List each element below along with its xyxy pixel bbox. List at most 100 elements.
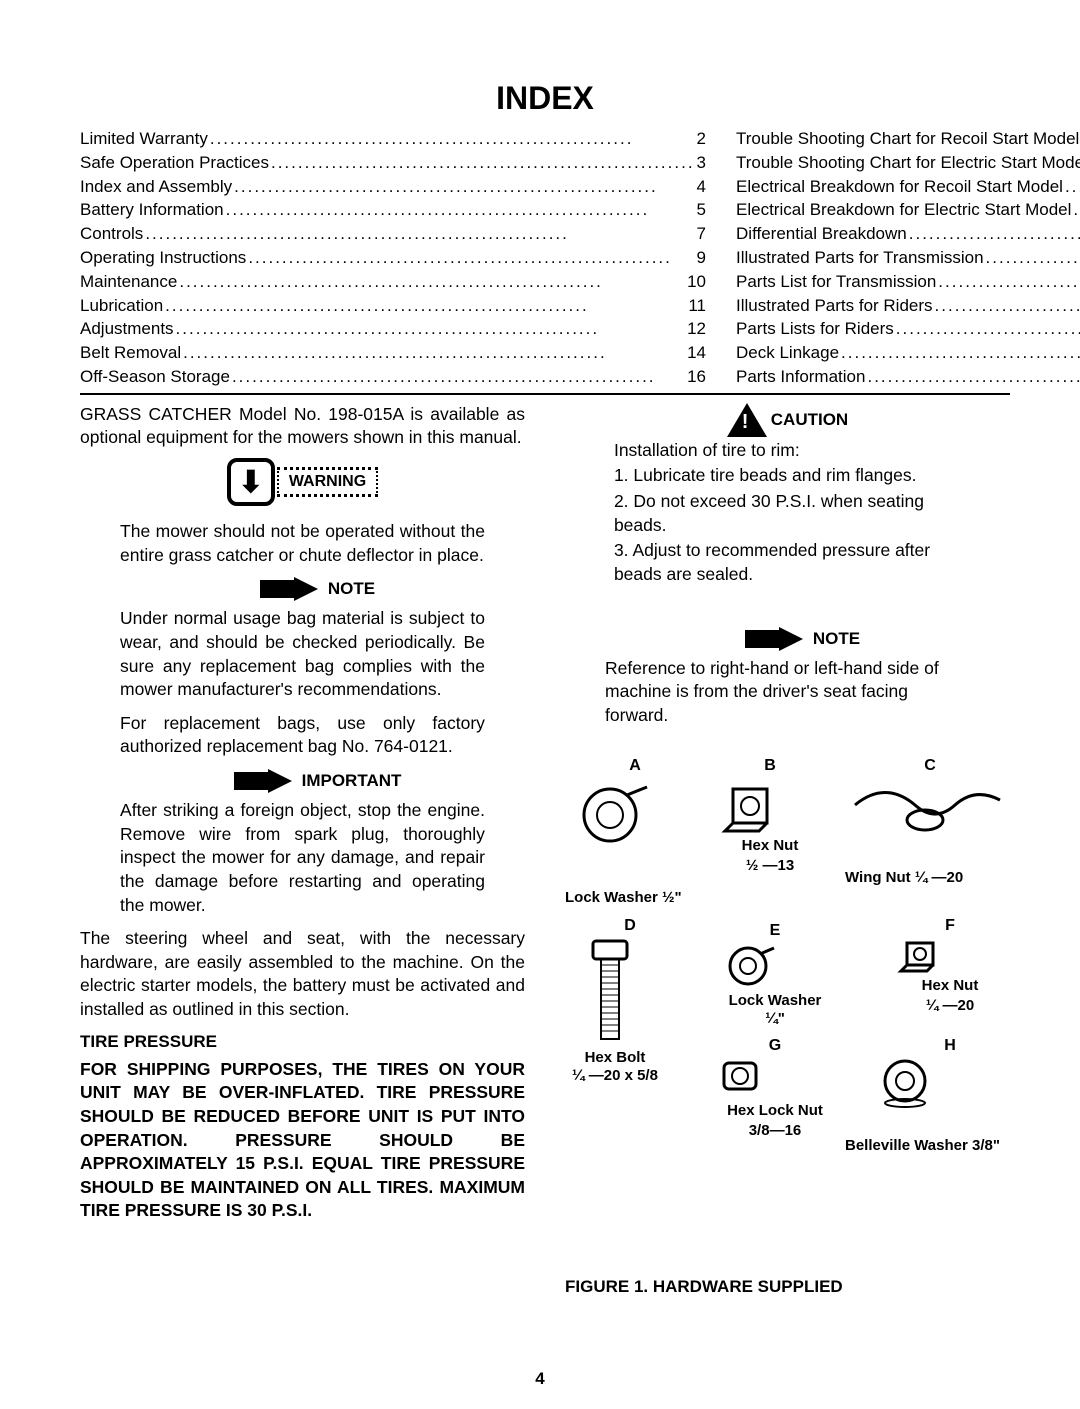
note-text-2: For replacement bags, use only factory a… (120, 712, 485, 759)
index-label: Trouble Shooting Chart for Electric Star… (736, 151, 1080, 175)
important-text: After striking a foreign object, stop th… (120, 799, 485, 917)
index-dots: ........................................… (143, 222, 696, 246)
index-label: Limited Warranty (80, 127, 208, 151)
left-column: GRASS CATCHER Model No. 198-015A is avai… (80, 403, 525, 1298)
important-label: IMPORTANT (302, 771, 402, 791)
index-label: Belt Removal (80, 341, 181, 365)
arrow-icon (294, 577, 318, 601)
hw-e-letter: E (720, 922, 830, 940)
caution-badge: CAUTION (565, 403, 1010, 437)
hw-d-letter: D (585, 917, 675, 935)
caution-intro: Installation of tire to rim: (614, 439, 961, 463)
index-page: 3 (697, 151, 706, 175)
index-label: Deck Linkage (736, 341, 839, 365)
index-row: Operating Instructions .................… (80, 246, 706, 270)
index-row: Adjustments ............................… (80, 317, 706, 341)
index-page: 10 (687, 270, 706, 294)
hw-b-label1: Hex Nut (715, 837, 825, 855)
caution-icon (727, 403, 767, 437)
index-label: Operating Instructions (80, 246, 246, 270)
hw-f-label2: ¼ —20 (895, 997, 1005, 1015)
index-dots: ........................................… (894, 317, 1080, 341)
index-dots: ........................................… (246, 246, 696, 270)
index-row: Index and Assembly .....................… (80, 175, 706, 199)
index-row: Controls ...............................… (80, 222, 706, 246)
index-dots: ........................................… (174, 317, 688, 341)
page-title: INDEX (80, 80, 1010, 117)
index-dots: ........................................… (907, 222, 1080, 246)
index-row: Limited Warranty .......................… (80, 127, 706, 151)
index-row: Maintenance ............................… (80, 270, 706, 294)
hw-a: A (575, 757, 695, 845)
caution-3: 3. Adjust to recommended pressure after … (614, 539, 961, 586)
warning-icon: ⬇ (227, 458, 275, 506)
index-row: Trouble Shooting Chart for Electric Star… (736, 151, 1080, 175)
index-dots: ........................................… (208, 127, 697, 151)
hw-d-label: Hex Bolt ¼ —20 x 5/8 (555, 1049, 675, 1085)
index-page: 7 (697, 222, 706, 246)
hw-f-label1: Hex Nut (895, 977, 1005, 995)
index-dots: ........................................… (933, 294, 1080, 318)
steering-text: The steering wheel and seat, with the ne… (80, 927, 525, 1022)
index-dots: ........................................… (230, 365, 687, 389)
index-label: Adjustments (80, 317, 174, 341)
index-dots: ........................................… (269, 151, 697, 175)
index-row: Lubrication ............................… (80, 294, 706, 318)
index-label: Maintenance (80, 270, 177, 294)
right-column: CAUTION Installation of tire to rim: 1. … (565, 403, 1010, 1298)
index-row: Off-Season Storage .....................… (80, 365, 706, 389)
index-row: Illustrated Parts for Riders ...........… (736, 294, 1080, 318)
index-page: 11 (688, 294, 706, 318)
hw-g-label1: Hex Lock Nut (710, 1102, 840, 1120)
index-dots: ........................................… (177, 270, 687, 294)
arrow-icon (779, 627, 803, 651)
hw-f: F Hex Nut ¼ —20 (895, 917, 1005, 1015)
arrow-icon (268, 769, 292, 793)
index-row: Parts Lists for Riders .................… (736, 317, 1080, 341)
index-label: Off-Season Storage (80, 365, 230, 389)
warning-label: WARNING (277, 467, 378, 497)
hardware-figure: A B Hex Nut ½ —13 C Lock Washer ½" Wing … (565, 757, 1010, 1237)
index-label: Safe Operation Practices (80, 151, 269, 175)
note-label: NOTE (328, 579, 375, 599)
hw-e-label: Lock Washer ¼" (720, 992, 830, 1028)
index-label: Parts Information (736, 365, 865, 389)
index-row: Deck Linkage ...........................… (736, 341, 1080, 365)
note2-text: Reference to right-hand or left-hand sid… (605, 657, 970, 728)
index-dots: ........................................… (865, 365, 1080, 389)
index-page: 2 (697, 127, 706, 151)
index-page: 9 (697, 246, 706, 270)
index-page: 4 (697, 175, 706, 199)
index-page: 16 (687, 365, 706, 389)
index-label: Parts List for Transmission (736, 270, 936, 294)
index-label: Lubrication (80, 294, 163, 318)
index-dots: ........................................… (181, 341, 687, 365)
caution-1: 1. Lubricate tire beads and rim flanges. (614, 464, 961, 488)
index-page: 14 (687, 341, 706, 365)
index-row: Electrical Breakdown for Electric Start … (736, 198, 1080, 222)
index-page: 5 (697, 198, 706, 222)
hw-g-letter: G (710, 1037, 840, 1055)
hw-d-label2: ¼ —20 x 5/8 (555, 1067, 675, 1085)
index-label: Electrical Breakdown for Electric Start … (736, 198, 1071, 222)
note-text-1: Under normal usage bag material is subje… (120, 607, 485, 702)
hw-b-letter: B (715, 757, 825, 775)
index-label: Illustrated Parts for Transmission (736, 246, 984, 270)
index-row: Battery Information ....................… (80, 198, 706, 222)
hw-b-label2: ½ —13 (715, 857, 825, 875)
index-page: 12 (687, 317, 706, 341)
index-dots: ........................................… (163, 294, 688, 318)
hw-a-label: Lock Washer ½" (565, 889, 682, 907)
hw-g-label2: 3/8—16 (710, 1122, 840, 1140)
index-row: Safe Operation Practices ...............… (80, 151, 706, 175)
hw-h: H (875, 1037, 1025, 1110)
figure-caption: FIGURE 1. HARDWARE SUPPLIED (565, 1277, 1010, 1297)
index-label: Differential Breakdown (736, 222, 907, 246)
note-badge-1: NOTE (80, 577, 525, 601)
caution-2: 2. Do not exceed 30 P.S.I. when seating … (614, 490, 961, 537)
index-dots: ........................................… (1071, 198, 1080, 222)
tire-pressure-text: FOR SHIPPING PURPOSES, THE TIRES ON YOUR… (80, 1058, 525, 1223)
index-dots: ........................................… (839, 341, 1080, 365)
hw-e: E Lock Washer ¼" (720, 922, 830, 1028)
index-row: Belt Removal ...........................… (80, 341, 706, 365)
